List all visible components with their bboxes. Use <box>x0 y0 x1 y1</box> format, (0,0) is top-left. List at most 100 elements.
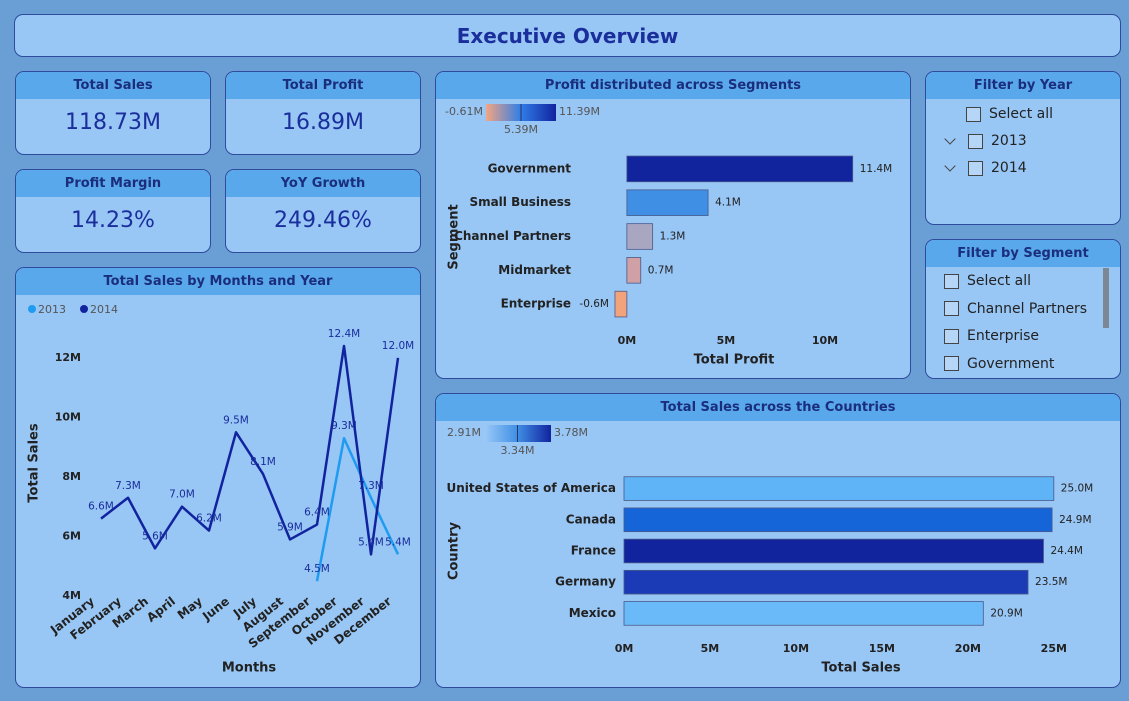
y-tick-label: France <box>571 544 616 558</box>
checkbox[interactable] <box>966 106 981 122</box>
kpi-value: 118.73M <box>65 110 161 135</box>
expand-icon[interactable] <box>944 132 956 145</box>
kpi-card: Total Profit 16.89M <box>225 71 421 155</box>
kpi-card: Profit Margin 14.23% <box>15 169 211 253</box>
color-scale-mid: 5.39M <box>504 123 538 136</box>
x-tick-label: 25M <box>1041 642 1067 655</box>
x-tick-label: 5M <box>701 642 720 655</box>
x-tick-label: April <box>144 594 178 625</box>
filter-label: Select all <box>967 273 1031 289</box>
x-tick-label: 0M <box>615 642 634 655</box>
data-label: 5.4M <box>385 536 411 548</box>
checkbox[interactable] <box>944 328 959 344</box>
header: Executive Overview <box>14 14 1121 57</box>
kpi-label: Total Sales <box>16 72 210 99</box>
data-label: -0.6M <box>579 298 609 310</box>
data-label: 8.1M <box>250 456 276 468</box>
y-tick-label: Germany <box>555 575 616 589</box>
bar <box>623 507 1053 533</box>
filter-item[interactable]: Channel Partners <box>944 301 1087 317</box>
filter-label: Channel Partners <box>967 300 1088 317</box>
data-label: 24.4M <box>1050 545 1082 557</box>
y-axis-title: Segment <box>447 204 462 269</box>
filter-item[interactable]: 2013 <box>944 132 1027 149</box>
y-tick-label: Canada <box>566 512 616 526</box>
checkbox[interactable] <box>944 356 959 371</box>
legend-marker <box>28 305 36 313</box>
filter-label: Enterprise <box>967 328 1040 344</box>
y-tick-label: 6M <box>62 529 81 542</box>
data-label: 23.5M <box>1035 576 1067 588</box>
data-label: 25.0M <box>1061 483 1093 495</box>
data-label: 4.1M <box>715 197 741 209</box>
data-label: 6.2M <box>196 513 222 525</box>
segment-filter: Filter by Segment Select all Channel Part… <box>925 239 1121 379</box>
chart: 4M6M8M10M12MJanuaryFebruaryMarchAprilMay… <box>27 303 415 676</box>
filter-label: Select all <box>989 106 1053 122</box>
x-axis-title: Months <box>222 661 277 676</box>
filter-item[interactable]: Government <box>944 356 1054 372</box>
data-label: 9.3M <box>331 420 357 432</box>
bar <box>626 257 642 284</box>
y-tick-label: Government <box>488 161 572 175</box>
page-title: Executive Overview <box>456 23 679 48</box>
bar <box>623 538 1044 564</box>
line <box>315 436 400 582</box>
y-tick-label: 12M <box>55 351 81 364</box>
checkbox[interactable] <box>968 160 983 176</box>
data-label: 0.7M <box>648 264 674 276</box>
filter-title: Filter by Segment <box>926 240 1120 267</box>
data-label: 7.3M <box>115 480 141 492</box>
chart-title: Total Sales by Months and Year <box>16 268 420 295</box>
y-tick-label: 8M <box>62 470 81 483</box>
chart: 0M 5M 10M 15M 20M 25M Total Sales Country United… <box>446 425 1093 676</box>
country-panel: Total Sales across the Countries 0M 5M 10M… <box>435 393 1121 688</box>
color-scale-min: 2.91M <box>447 426 481 439</box>
filter-title: Filter by Year <box>926 72 1120 99</box>
checkbox[interactable] <box>944 301 959 316</box>
data-label: 4.5M <box>304 563 330 575</box>
y-tick-label: Enterprise <box>501 297 571 311</box>
legend-marker <box>80 305 88 313</box>
data-label: 5.6M <box>142 530 168 542</box>
chart-title: Total Sales across the Countries <box>436 394 1120 421</box>
bar <box>623 476 1055 501</box>
x-tick-label: 10M <box>783 642 809 655</box>
kpi-card: YoY Growth 249.46% <box>225 169 421 253</box>
data-label: 7.0M <box>169 489 195 501</box>
kpi-label: YoY Growth <box>226 170 420 197</box>
bar <box>623 601 984 626</box>
bar <box>626 223 654 250</box>
data-label: 6.4M <box>304 507 330 519</box>
x-axis-title: Total Sales <box>821 661 900 676</box>
kpi-label: Total Profit <box>226 72 420 99</box>
y-tick-label: Small Business <box>469 195 571 209</box>
data-label: 24.9M <box>1059 514 1091 526</box>
filter-item[interactable]: Select all <box>944 273 1031 289</box>
data-label: 7.3M <box>358 480 384 492</box>
checkbox[interactable] <box>944 273 959 289</box>
x-tick-label: June <box>199 594 232 624</box>
x-tick-label: 10M <box>812 334 838 347</box>
expand-icon[interactable] <box>944 159 956 172</box>
filter-label: 2014 <box>991 160 1027 176</box>
filter-item[interactable]: 2014 <box>944 159 1027 176</box>
color-scale-min: -0.61M <box>445 105 483 118</box>
checkbox[interactable] <box>968 133 983 149</box>
kpi-card: Total Sales 118.73M <box>15 71 211 155</box>
legend-label: 2014 <box>90 303 118 316</box>
kpi-value: 16.89M <box>282 110 364 135</box>
filter-item[interactable]: Select all <box>966 106 1053 122</box>
data-label: 1.3M <box>660 231 686 243</box>
x-axis-title: Total Profit <box>694 353 775 368</box>
filter-label: Government <box>967 355 1055 372</box>
chart-title: Profit distributed across Segments <box>436 72 910 99</box>
y-axis-title: Country <box>447 521 462 580</box>
filter-item[interactable]: Enterprise <box>944 328 1039 344</box>
x-tick-label: 20M <box>955 642 981 655</box>
kpi-value: 14.23% <box>71 208 155 233</box>
data-label: 12.0M <box>382 340 414 352</box>
y-tick-label: Channel Partners <box>454 229 571 243</box>
scrollbar[interactable] <box>1103 268 1109 328</box>
